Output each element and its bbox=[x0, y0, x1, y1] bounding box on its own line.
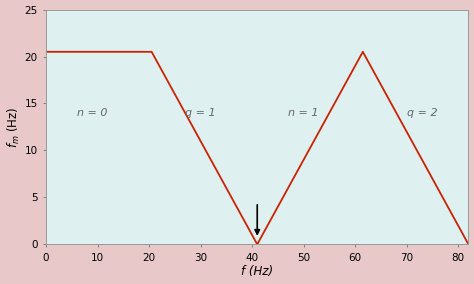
Text: n = 1: n = 1 bbox=[288, 108, 319, 118]
Text: q = 1: q = 1 bbox=[185, 108, 216, 118]
X-axis label: f (Hz): f (Hz) bbox=[241, 266, 273, 278]
Text: n = 0: n = 0 bbox=[77, 108, 108, 118]
Y-axis label: $f_m$ (Hz): $f_m$ (Hz) bbox=[6, 106, 22, 148]
Text: q = 2: q = 2 bbox=[407, 108, 438, 118]
